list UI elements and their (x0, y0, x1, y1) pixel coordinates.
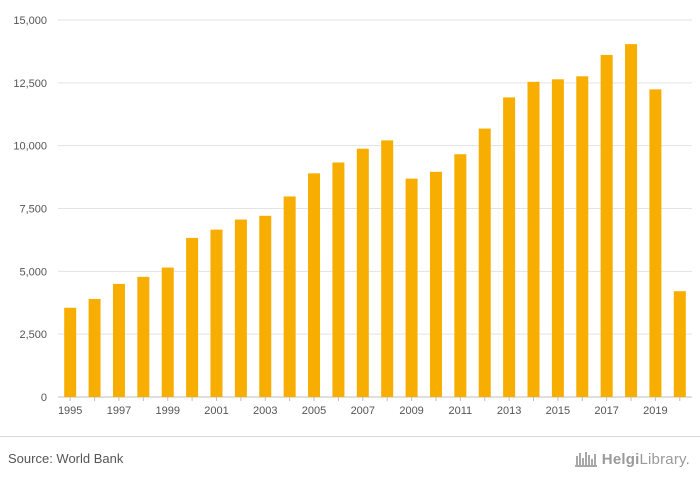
bar (429, 171, 442, 397)
x-tick-label: 1997 (107, 405, 131, 417)
source-note: Source: World Bank (8, 451, 124, 466)
bar (551, 79, 564, 397)
bar-chart: 0 2,500 5,000 7,500 10,000 12,500 15,000 1995 19… (13, 15, 692, 417)
footer-divider (0, 436, 700, 437)
bar (186, 237, 199, 397)
y-tick-label: 7,500 (19, 204, 47, 216)
library-icon (574, 452, 597, 467)
x-tick-label: 1999 (155, 405, 179, 417)
x-tick-label: 2005 (302, 405, 326, 417)
bar (112, 283, 125, 397)
x-tick-label: 2017 (594, 405, 618, 417)
y-tick-label: 0 (41, 392, 47, 404)
bar (332, 162, 345, 397)
x-tick-label: 2007 (351, 405, 375, 417)
bar (88, 298, 101, 397)
y-tick-label: 10,000 (13, 141, 47, 153)
x-tick-label: 2003 (253, 405, 277, 417)
bar (673, 291, 686, 397)
y-tick-label: 12,500 (13, 78, 47, 90)
bar (234, 219, 247, 397)
helgilibrary-logo: HelgiLibrary. (574, 448, 690, 470)
bar (478, 128, 491, 398)
bar (356, 148, 369, 397)
x-tick-label: 2011 (449, 405, 473, 417)
bar (503, 97, 516, 397)
x-tick-label: 1995 (58, 405, 82, 417)
y-tick-label: 15,000 (13, 15, 47, 27)
logo-wordmark: HelgiLibrary. (601, 450, 690, 468)
bar (137, 276, 150, 397)
bar (649, 89, 662, 398)
y-tick-label: 5,000 (19, 266, 47, 278)
bar (625, 44, 638, 398)
bar (161, 267, 174, 397)
y-tick-label: 2,500 (19, 329, 47, 341)
x-tick-label: 2009 (399, 405, 423, 417)
bar (527, 81, 540, 397)
x-tick-label: 2019 (643, 405, 667, 417)
bar (259, 215, 272, 397)
bar (405, 178, 418, 397)
x-tick-label: 2001 (204, 405, 228, 417)
bar (600, 54, 613, 397)
bar (381, 140, 394, 397)
bar (308, 173, 321, 397)
bar (283, 196, 296, 397)
bar (576, 76, 589, 397)
bar (64, 307, 77, 397)
x-tick-label: 2013 (497, 405, 521, 417)
bar (210, 229, 223, 397)
bar (454, 154, 467, 397)
x-tick-label: 2015 (546, 405, 570, 417)
